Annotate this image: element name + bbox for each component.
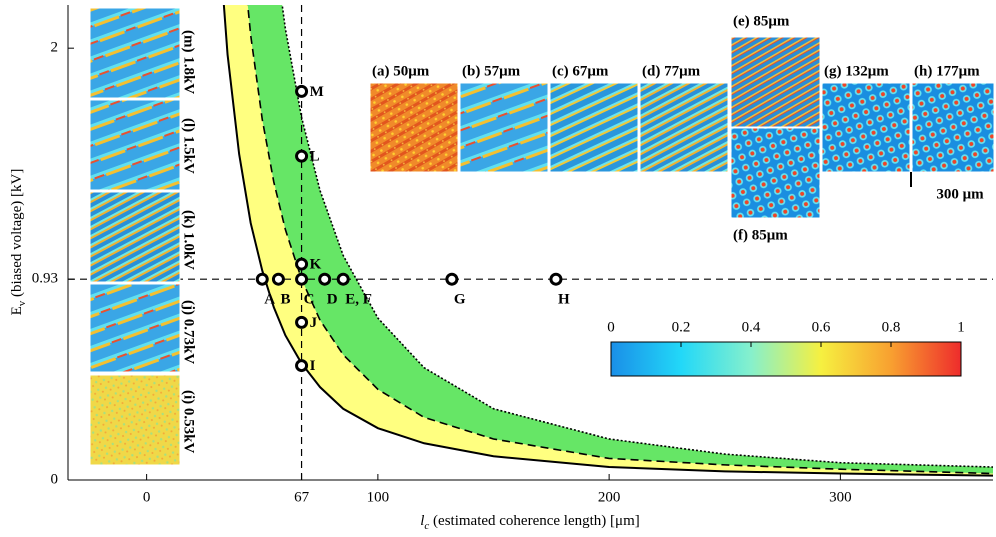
colorbar-tick-label: 0.8 [882,319,901,335]
y-label-rest: (biased voltage) [kV] [9,169,25,301]
data-point [336,272,350,286]
data-point [271,272,285,286]
y-label-sub: v [16,300,28,306]
data-point [295,84,309,98]
inset-image [89,7,181,99]
inset-image [89,374,181,466]
inset-label: (c) 67μm [552,63,609,79]
colorbar [610,341,962,377]
inset-image [911,82,995,173]
data-point [295,149,309,163]
inset-image [89,99,181,191]
inset-image [730,36,821,128]
y-label-main: E [9,306,25,315]
inset-label: (d) 77μm [642,63,701,79]
point-label: B [280,292,290,308]
curves [222,5,993,477]
scale-bar-label: 300 μm [936,186,984,202]
x-tick-label: 300 [829,489,852,505]
point-label: I [310,358,316,374]
data-point [549,272,563,286]
point-label: L [310,149,320,165]
x-tick-label: 200 [598,489,621,505]
inset-image [89,191,181,283]
y-tick-label: 2 [51,40,59,56]
colorbar-tick-label: 0.4 [742,319,761,335]
data-point [445,272,459,286]
x-axis-label: lc (estimated coherence length) [μm] [420,513,640,531]
inset-label: (j) 0.73kV [181,300,197,364]
curve [222,5,993,477]
x-label-main: l [420,513,424,529]
colorbar-tick-label: 0.6 [812,319,831,335]
colorbar-tick-label: 0 [607,319,615,335]
y-axis-label: Ev (biased voltage) [kV] [9,169,27,316]
x-label-sub: c [424,520,429,532]
inset-label: (k) 1.0kV [181,210,197,270]
inset-image [459,82,549,173]
inset-label: (g) 132μm [824,63,889,79]
data-point [295,315,309,329]
data-point [318,272,332,286]
inset-label: (b) 57μm [462,63,521,79]
inset-label: (h) 177μm [914,63,980,79]
inset-label: (e) 85μm [733,13,790,29]
colorbar-tick-label: 1 [957,319,965,335]
inset-image [549,82,639,173]
inset-image [730,127,821,219]
inset-label: (a) 50μm [372,63,430,79]
curve [246,5,993,475]
point-label: K [310,257,322,273]
x-tick-label: 100 [367,489,390,505]
point-label: C [304,292,315,308]
curve [281,5,993,468]
data-point [255,272,269,286]
x-tick-label: 67 [294,489,310,505]
inset-image [89,283,181,373]
inset-image [821,82,911,173]
point-label: A [264,292,275,308]
point-label: E, F [345,292,372,308]
x-label-rest: (estimated coherence length) [μm] [429,513,639,529]
data-point [295,359,309,373]
data-point [295,257,309,271]
point-label: J [310,315,318,331]
x-tick-label: 0 [143,489,151,505]
point-label: G [454,292,466,308]
inset-image [369,82,459,173]
data-point [295,272,309,286]
y-tick-label: 0.93 [32,271,58,287]
inset-image [639,82,729,173]
inset-label: (f) 85μm [733,227,788,243]
point-label: M [310,84,324,100]
inset-label: (l) 1.5kV [181,118,197,174]
inset-label: (i) 0.53kV [181,390,197,454]
point-label: D [327,292,338,308]
colorbar-tick-label: 0.2 [672,319,691,335]
inset-label: (m) 1.8kV [181,30,197,94]
y-tick-label: 0 [51,471,59,487]
point-label: H [558,292,570,308]
